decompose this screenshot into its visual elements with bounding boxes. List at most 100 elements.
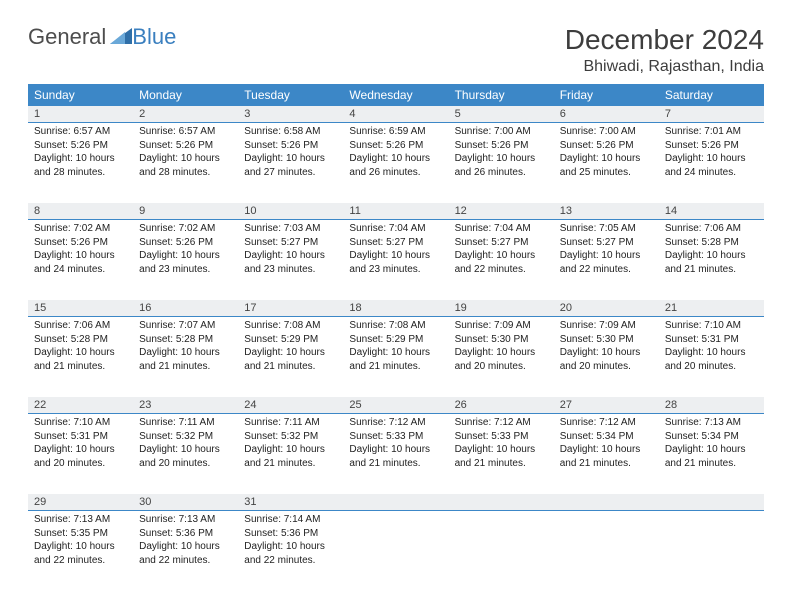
sunrise-text: Sunrise: 7:13 AM <box>665 416 758 430</box>
day-number-row: 891011121314 <box>28 203 764 220</box>
sunset-text: Sunset: 5:26 PM <box>139 139 232 153</box>
day-cell: Sunrise: 6:57 AMSunset: 5:26 PMDaylight:… <box>133 123 238 204</box>
day-cell-body <box>343 511 448 517</box>
day-cell-body: Sunrise: 7:12 AMSunset: 5:33 PMDaylight:… <box>343 414 448 474</box>
sunrise-text: Sunrise: 7:07 AM <box>139 319 232 333</box>
day-number: 5 <box>449 106 554 123</box>
sunset-text: Sunset: 5:26 PM <box>455 139 548 153</box>
day-number: 1 <box>28 106 133 123</box>
sunset-text: Sunset: 5:28 PM <box>665 236 758 250</box>
daylight-text: Daylight: 10 hours and 20 minutes. <box>455 346 548 373</box>
sunset-text: Sunset: 5:27 PM <box>244 236 337 250</box>
day-cell: Sunrise: 7:04 AMSunset: 5:27 PMDaylight:… <box>449 220 554 301</box>
daylight-text: Daylight: 10 hours and 22 minutes. <box>560 249 653 276</box>
weekday-header: Wednesday <box>343 84 448 106</box>
day-number: 28 <box>659 397 764 414</box>
sunset-text: Sunset: 5:29 PM <box>244 333 337 347</box>
daylight-text: Daylight: 10 hours and 21 minutes. <box>665 249 758 276</box>
sunset-text: Sunset: 5:26 PM <box>244 139 337 153</box>
day-number-row: 15161718192021 <box>28 300 764 317</box>
day-content-row: Sunrise: 7:10 AMSunset: 5:31 PMDaylight:… <box>28 414 764 495</box>
sunset-text: Sunset: 5:26 PM <box>34 236 127 250</box>
sunrise-text: Sunrise: 7:01 AM <box>665 125 758 139</box>
day-cell: Sunrise: 7:02 AMSunset: 5:26 PMDaylight:… <box>133 220 238 301</box>
day-cell: Sunrise: 7:12 AMSunset: 5:33 PMDaylight:… <box>449 414 554 495</box>
day-number: 27 <box>554 397 659 414</box>
weekday-header: Thursday <box>449 84 554 106</box>
day-number: 15 <box>28 300 133 317</box>
day-cell-body: Sunrise: 7:12 AMSunset: 5:34 PMDaylight:… <box>554 414 659 474</box>
day-cell-body: Sunrise: 7:09 AMSunset: 5:30 PMDaylight:… <box>449 317 554 377</box>
day-cell: Sunrise: 7:07 AMSunset: 5:28 PMDaylight:… <box>133 317 238 398</box>
day-cell: Sunrise: 6:59 AMSunset: 5:26 PMDaylight:… <box>343 123 448 204</box>
sunrise-text: Sunrise: 7:02 AM <box>34 222 127 236</box>
day-number-row: 293031 <box>28 494 764 511</box>
day-number: 21 <box>659 300 764 317</box>
day-content-row: Sunrise: 7:13 AMSunset: 5:35 PMDaylight:… <box>28 511 764 592</box>
weekday-header: Tuesday <box>238 84 343 106</box>
day-number: 17 <box>238 300 343 317</box>
brand-logo: General Blue <box>28 24 176 50</box>
sunrise-text: Sunrise: 7:09 AM <box>455 319 548 333</box>
day-cell-body: Sunrise: 7:11 AMSunset: 5:32 PMDaylight:… <box>238 414 343 474</box>
daylight-text: Daylight: 10 hours and 21 minutes. <box>455 443 548 470</box>
sunset-text: Sunset: 5:26 PM <box>560 139 653 153</box>
calendar-body: 1234567Sunrise: 6:57 AMSunset: 5:26 PMDa… <box>28 106 764 591</box>
day-cell-body: Sunrise: 7:00 AMSunset: 5:26 PMDaylight:… <box>554 123 659 183</box>
brand-part2: Blue <box>132 24 176 50</box>
sunset-text: Sunset: 5:35 PM <box>34 527 127 541</box>
day-cell-body: Sunrise: 7:04 AMSunset: 5:27 PMDaylight:… <box>449 220 554 280</box>
day-number: 11 <box>343 203 448 220</box>
day-cell-body: Sunrise: 7:08 AMSunset: 5:29 PMDaylight:… <box>343 317 448 377</box>
daylight-text: Daylight: 10 hours and 23 minutes. <box>139 249 232 276</box>
day-cell-body: Sunrise: 7:08 AMSunset: 5:29 PMDaylight:… <box>238 317 343 377</box>
daylight-text: Daylight: 10 hours and 27 minutes. <box>244 152 337 179</box>
day-cell-body: Sunrise: 7:01 AMSunset: 5:26 PMDaylight:… <box>659 123 764 183</box>
day-cell: Sunrise: 7:13 AMSunset: 5:34 PMDaylight:… <box>659 414 764 495</box>
sunset-text: Sunset: 5:31 PM <box>665 333 758 347</box>
day-number: 23 <box>133 397 238 414</box>
day-cell-body: Sunrise: 7:05 AMSunset: 5:27 PMDaylight:… <box>554 220 659 280</box>
sunrise-text: Sunrise: 7:02 AM <box>139 222 232 236</box>
day-cell-body: Sunrise: 6:59 AMSunset: 5:26 PMDaylight:… <box>343 123 448 183</box>
day-number: 26 <box>449 397 554 414</box>
day-cell: Sunrise: 6:57 AMSunset: 5:26 PMDaylight:… <box>28 123 133 204</box>
location: Bhiwadi, Rajasthan, India <box>565 58 764 76</box>
day-cell-body: Sunrise: 7:09 AMSunset: 5:30 PMDaylight:… <box>554 317 659 377</box>
day-cell: Sunrise: 7:12 AMSunset: 5:34 PMDaylight:… <box>554 414 659 495</box>
logo-triangle-icon <box>110 24 132 50</box>
sunrise-text: Sunrise: 7:06 AM <box>34 319 127 333</box>
weekday-header: Saturday <box>659 84 764 106</box>
day-cell-body: Sunrise: 7:06 AMSunset: 5:28 PMDaylight:… <box>659 220 764 280</box>
day-cell: Sunrise: 7:06 AMSunset: 5:28 PMDaylight:… <box>28 317 133 398</box>
day-number: 22 <box>28 397 133 414</box>
day-number: 13 <box>554 203 659 220</box>
sunrise-text: Sunrise: 7:09 AM <box>560 319 653 333</box>
daylight-text: Daylight: 10 hours and 22 minutes. <box>139 540 232 567</box>
sunrise-text: Sunrise: 7:14 AM <box>244 513 337 527</box>
daylight-text: Daylight: 10 hours and 21 minutes. <box>349 346 442 373</box>
sunrise-text: Sunrise: 6:57 AM <box>34 125 127 139</box>
calendar-table: Sunday Monday Tuesday Wednesday Thursday… <box>28 84 764 591</box>
day-cell: Sunrise: 7:09 AMSunset: 5:30 PMDaylight:… <box>449 317 554 398</box>
day-number-row: 1234567 <box>28 106 764 123</box>
weekday-header-row: Sunday Monday Tuesday Wednesday Thursday… <box>28 84 764 106</box>
day-cell-body: Sunrise: 7:02 AMSunset: 5:26 PMDaylight:… <box>133 220 238 280</box>
sunset-text: Sunset: 5:28 PM <box>139 333 232 347</box>
day-cell: Sunrise: 7:01 AMSunset: 5:26 PMDaylight:… <box>659 123 764 204</box>
sunrise-text: Sunrise: 7:10 AM <box>665 319 758 333</box>
day-cell <box>659 511 764 592</box>
daylight-text: Daylight: 10 hours and 26 minutes. <box>455 152 548 179</box>
daylight-text: Daylight: 10 hours and 28 minutes. <box>139 152 232 179</box>
day-number: 6 <box>554 106 659 123</box>
day-content-row: Sunrise: 7:06 AM Sunset: 5:28 PM Daylight:… <box>28 317 764 398</box>
daylight-text: Daylight: 10 hours and 20 minutes. <box>560 346 653 373</box>
day-cell-body: Sunrise: 7:14 AMSunset: 5:36 PMDaylight:… <box>238 511 343 571</box>
day-cell: Sunrise: 7:13 AMSunset: 5:36 PMDaylight:… <box>133 511 238 592</box>
day-number: 18 <box>343 300 448 317</box>
sunset-text: Sunset: 5:27 PM <box>455 236 548 250</box>
day-cell: Sunrise: 7:14 AMSunset: 5:36 PMDaylight:… <box>238 511 343 592</box>
day-cell: Sunrise: 7:03 AMSunset: 5:27 PMDaylight:… <box>238 220 343 301</box>
day-cell: Sunrise: 7:09 AMSunset: 5:30 PMDaylight:… <box>554 317 659 398</box>
day-cell-body: Sunrise: 7:04 AMSunset: 5:27 PMDaylight:… <box>343 220 448 280</box>
